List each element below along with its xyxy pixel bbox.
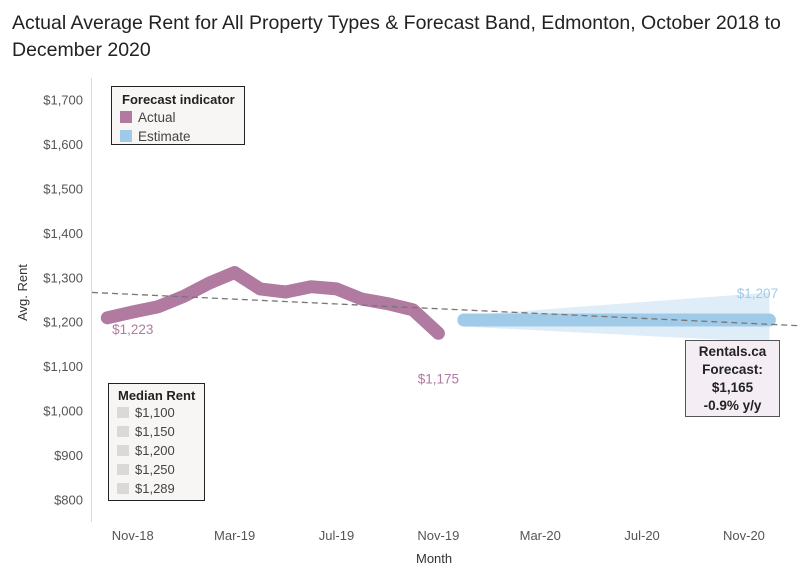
legend-item-actual[interactable]: Actual [120, 110, 176, 125]
x-tick-label: Mar-20 [520, 528, 561, 543]
y-tick-label: $900 [54, 448, 83, 463]
y-tick-label: $1,700 [43, 93, 83, 108]
y-tick-label: $1,000 [43, 404, 83, 419]
median-rent-item[interactable]: $1,100 [117, 405, 175, 420]
series-line-actual [100, 266, 445, 340]
trend-line [91, 291, 800, 327]
median-rent-label: $1,150 [135, 424, 175, 439]
median-rent-item[interactable]: $1,150 [117, 424, 175, 439]
median-rent-label: $1,250 [135, 462, 175, 477]
forecast-change: -0.9% y/y [703, 398, 762, 413]
median-rent-label: $1,100 [135, 405, 175, 420]
x-tick-label: Jul-19 [319, 528, 354, 543]
median-rent-item[interactable]: $1,289 [117, 481, 175, 496]
legend-swatch-actual [120, 111, 132, 123]
median-rent-title: Median Rent [118, 388, 196, 403]
legend-label-estimate: Estimate [138, 129, 191, 144]
y-tick-label: $1,100 [43, 359, 83, 374]
x-tick-label: Nov-20 [723, 528, 765, 543]
legend-item-estimate[interactable]: Estimate [120, 129, 191, 144]
legend-label-actual: Actual [138, 110, 176, 125]
median-rent-swatch [117, 464, 129, 475]
forecast-label: Forecast: [702, 362, 763, 377]
median-rent-item[interactable]: $1,200 [117, 443, 175, 458]
x-tick-label: Nov-19 [417, 528, 459, 543]
y-tick-label: $1,500 [43, 182, 83, 197]
x-tick-label: Jul-20 [624, 528, 659, 543]
y-tick-label: $800 [54, 492, 83, 507]
median-rent-label: $1,289 [135, 481, 175, 496]
legend-swatch-estimate [120, 130, 132, 142]
median-rent-swatch [117, 426, 129, 437]
median-rent-label: $1,200 [135, 443, 175, 458]
median-rent-swatch [117, 407, 129, 418]
chart-title: Actual Average Rent for All Property Typ… [12, 12, 781, 61]
forecast-source: Rentals.ca [698, 344, 767, 359]
y-tick-label: $1,600 [43, 137, 83, 152]
y-tick-label: $1,400 [43, 226, 83, 241]
data-label: $1,207 [737, 286, 778, 301]
data-label: $1,223 [112, 322, 153, 337]
forecast-value: $1,165 [711, 380, 754, 395]
forecast-summary-box: Rentals.ca Forecast: $1,165 -0.9% y/y [685, 340, 780, 417]
median-rent-swatch [117, 445, 129, 456]
x-axis-label: Month [416, 551, 453, 566]
y-tick-label: $1,200 [43, 315, 83, 330]
median-rent-swatch [117, 483, 129, 494]
median-rent-legend: Median Rent $1,100 $1,150 $1,200 $1,250 … [108, 383, 205, 501]
median-rent-item[interactable]: $1,250 [117, 462, 175, 477]
legend-title: Forecast indicator [122, 92, 235, 107]
y-tick-label: $1,300 [43, 270, 83, 285]
x-tick-label: Mar-19 [214, 528, 255, 543]
forecast-indicator-legend: Forecast indicator Actual Estimate [111, 86, 245, 145]
x-tick-label: Nov-18 [112, 528, 154, 543]
data-label: $1,175 [418, 371, 459, 386]
